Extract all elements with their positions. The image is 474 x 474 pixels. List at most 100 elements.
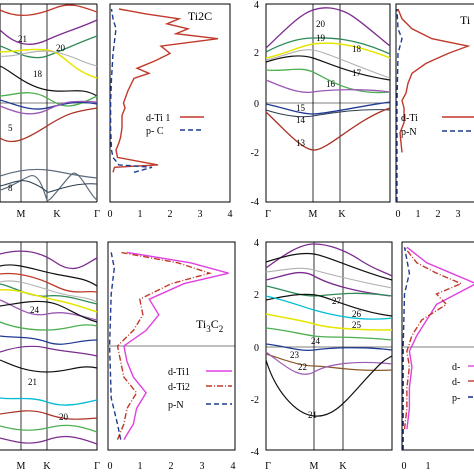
y-tick-label: 4	[254, 0, 259, 11]
legend-label: d-Ti	[401, 113, 418, 124]
y-tick-label: -4	[251, 447, 259, 458]
band-label: 20	[59, 412, 69, 422]
dos-bottom-right: d- d- p- 0 1	[401, 241, 474, 472]
band-label: 21	[308, 410, 317, 420]
band-label: 19	[316, 33, 326, 43]
y-tick-label: -2	[251, 148, 259, 159]
band-label: 24	[30, 305, 40, 315]
legend-label: d-Ti1	[168, 367, 190, 378]
band-structure-top-left: 21 20 18 5 8 M K Γ	[0, 3, 100, 220]
band-label: 21	[18, 34, 27, 44]
x-tick-label: K	[43, 461, 51, 472]
chart-title: Ti2C	[188, 9, 212, 23]
dos-tick-label: 2	[169, 461, 174, 472]
dos-tick-label: 1	[138, 209, 143, 220]
dos-tick-label: 0	[108, 209, 113, 220]
dos-curves	[109, 8, 219, 173]
band-structure-top-right: 20 19 18 17 16 15 14 13 Γ M K	[265, 3, 391, 220]
legend-label: p-N	[401, 127, 417, 138]
x-tick-label: M	[309, 209, 318, 220]
dos-tick-label: 4	[228, 209, 233, 220]
panel-bottom-left: 24 21 20 M K Γ Ti3C2 d-Ti1 d-Ti2 p-N 0 1…	[0, 241, 236, 472]
dos-series-line	[396, 8, 403, 202]
band-label: 14	[296, 115, 306, 125]
dos-tick-label: 4	[231, 461, 236, 472]
y-tick-label: -2	[251, 395, 259, 406]
band-label: 26	[352, 309, 362, 319]
dos-tick-label: 3	[200, 461, 205, 472]
x-tick-label: K	[53, 209, 61, 220]
dos-series-line	[402, 247, 411, 450]
band-label: 16	[326, 79, 336, 89]
dos-series-line	[112, 8, 219, 173]
legend-label: p-	[452, 393, 460, 404]
dos-curves	[402, 246, 474, 450]
legend-label: p- C	[146, 126, 164, 137]
dos-tick-label: 2	[436, 209, 441, 220]
x-tick-label: Γ	[265, 461, 271, 472]
legend-label: p-N	[168, 400, 184, 411]
chart-title: Ti3C2	[196, 317, 223, 334]
band-label: 23	[290, 350, 300, 360]
band-label: 18	[352, 44, 362, 54]
legend: d- d- p-	[452, 362, 474, 404]
band-label: 8	[8, 183, 13, 193]
dos-series-line	[397, 8, 471, 153]
dos-series-line	[403, 246, 464, 430]
x-tick-label: M	[17, 461, 26, 472]
dos-series-line	[109, 8, 153, 173]
dos-top-right: Ti d-Ti p-N 0 1 2 3	[395, 3, 474, 220]
dos-tick-label: 1	[138, 461, 143, 472]
x-tick-label: Γ	[265, 209, 271, 220]
legend: d-Ti1 d-Ti2 p-N	[168, 367, 232, 411]
x-tick-label: M	[310, 461, 319, 472]
dos-curves	[396, 8, 471, 202]
y-tick-label: -4	[251, 197, 259, 208]
y-tick-label: 2	[254, 48, 259, 59]
x-tick-label: Γ	[94, 209, 100, 220]
y-tick-label: 2	[254, 290, 259, 301]
dos-series-line	[116, 251, 213, 440]
dos-series-line	[123, 251, 229, 440]
legend: d-Ti 1 p- C	[146, 113, 204, 137]
panel-top-left: 21 20 18 5 8 M K Γ Ti2C d-Ti 1 p- C 0 1 …	[0, 3, 233, 220]
y-tick-label: 0	[254, 343, 259, 354]
band-structure-bottom-right: 27 26 25 24 23 22 21 Γ M K	[265, 241, 393, 472]
dos-curves	[108, 251, 229, 440]
band-label: 5	[8, 123, 13, 133]
legend-label: d-Ti2	[168, 382, 190, 393]
band-label: 15	[296, 103, 306, 113]
legend-label: d-	[452, 377, 460, 388]
band-label: 20	[56, 43, 66, 53]
panel-bottom-right: 4 2 0 -2 -4 27 26 25 24 23	[251, 238, 474, 472]
dos-series-line	[406, 246, 474, 430]
dos-tick-label: 2	[168, 209, 173, 220]
dos-tick-label: 1	[426, 461, 431, 472]
dos-tick-label: 0	[402, 461, 407, 472]
panel-top-right: 4 2 0 -2 -4 20 19 18 17 16 15 14	[251, 0, 474, 220]
dos-tick-label: 1	[416, 209, 421, 220]
dos-tick-label: 3	[456, 209, 461, 220]
dos-bottom-left: Ti3C2 d-Ti1 d-Ti2 p-N 0 1 2 3 4	[107, 241, 236, 472]
dos-top-left: Ti2C d-Ti 1 p- C 0 1 2 3 4	[108, 3, 233, 220]
chart-title: Ti	[460, 13, 471, 27]
dos-x-ticks: 0 1 2 3 4	[108, 209, 233, 220]
x-tick-label: K	[338, 209, 346, 220]
legend-label: d-Ti 1	[146, 113, 170, 124]
band-label: 17	[352, 68, 362, 78]
x-tick-label: Γ	[94, 461, 100, 472]
dos-tick-label: 0	[396, 209, 401, 220]
band-label: 13	[296, 138, 306, 148]
band-structure-bottom-left: 24 21 20 M K Γ	[0, 241, 100, 472]
y-tick-label: 0	[254, 99, 259, 110]
dos-tick-label: 3	[198, 209, 203, 220]
y-tick-label: 4	[254, 238, 259, 249]
x-tick-label: K	[339, 461, 347, 472]
x-tick-label: M	[17, 209, 26, 220]
band-label: 24	[311, 336, 321, 346]
band-label: 22	[298, 362, 307, 372]
dos-tick-label: 0	[108, 461, 113, 472]
legend-label: d-	[452, 362, 460, 373]
band-label: 27	[332, 296, 342, 306]
